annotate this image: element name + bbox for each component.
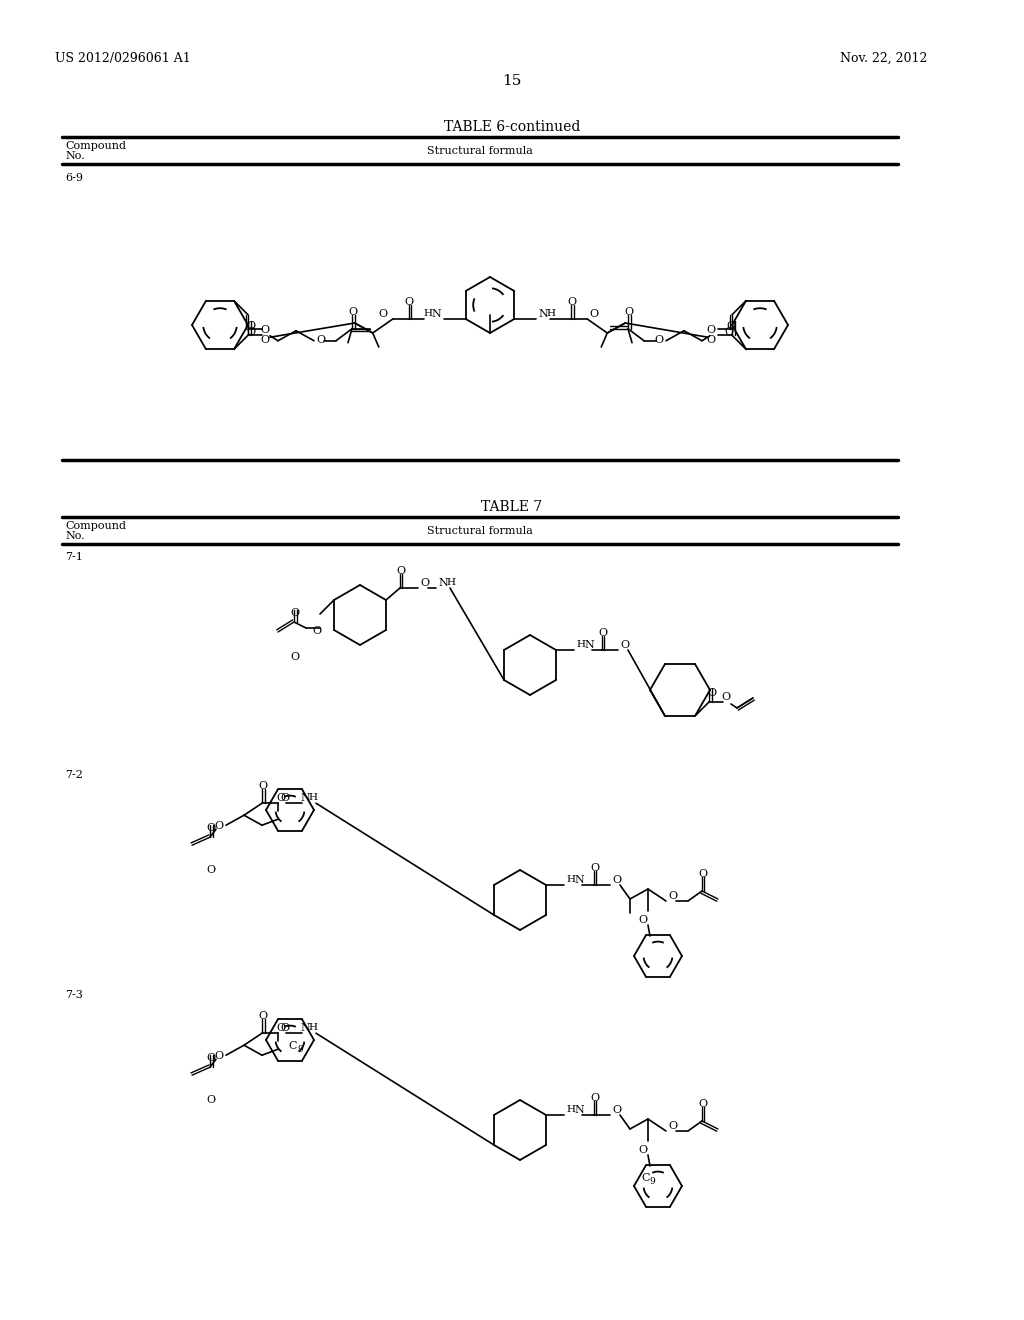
Text: Compound: Compound (65, 141, 126, 150)
Text: N: N (300, 1023, 309, 1034)
Text: O: O (246, 327, 255, 337)
Text: 6-9: 6-9 (65, 173, 83, 183)
Text: O: O (206, 1053, 215, 1063)
Text: 7-3: 7-3 (65, 990, 83, 1001)
Text: O: O (612, 1105, 622, 1115)
Text: Nov. 22, 2012: Nov. 22, 2012 (840, 51, 928, 65)
Text: O: O (206, 824, 215, 833)
Text: O: O (420, 578, 429, 587)
Text: O: O (379, 309, 388, 319)
Text: O: O (706, 325, 715, 335)
Text: O: O (638, 1144, 647, 1155)
Text: No.: No. (65, 531, 85, 541)
Text: 15: 15 (503, 74, 521, 88)
Text: O: O (589, 309, 598, 319)
Text: N: N (300, 793, 309, 803)
Text: H: H (575, 640, 585, 649)
Text: H: H (446, 578, 455, 587)
Text: O: O (280, 1023, 289, 1034)
Text: 9: 9 (297, 1045, 303, 1053)
Text: O: O (348, 306, 357, 317)
Text: O: O (620, 640, 629, 649)
Text: O: O (246, 321, 255, 331)
Text: O: O (404, 297, 414, 308)
Text: O: O (276, 793, 285, 803)
Text: No.: No. (65, 150, 85, 161)
Text: O: O (598, 628, 607, 638)
Text: O: O (290, 652, 299, 663)
Text: O: O (668, 891, 677, 902)
Text: O: O (721, 692, 730, 702)
Text: O: O (612, 875, 622, 884)
Text: N: N (574, 1105, 584, 1115)
Text: C: C (288, 1040, 297, 1051)
Text: O: O (567, 297, 577, 308)
Text: N: N (432, 309, 441, 319)
Text: Structural formula: Structural formula (427, 525, 532, 536)
Text: O: O (590, 1093, 599, 1104)
Text: O: O (654, 335, 664, 345)
Text: N: N (539, 309, 548, 319)
Text: H: H (546, 309, 555, 318)
Text: N: N (438, 578, 447, 587)
Text: 7-1: 7-1 (65, 552, 83, 562)
Text: O: O (206, 865, 215, 875)
Text: TABLE 7: TABLE 7 (481, 500, 543, 513)
Text: Compound: Compound (65, 521, 126, 531)
Text: O: O (214, 821, 223, 832)
Text: O: O (707, 688, 716, 698)
Text: O: O (726, 321, 735, 331)
Text: H: H (424, 309, 433, 318)
Text: N: N (574, 875, 584, 884)
Text: 7-2: 7-2 (65, 770, 83, 780)
Text: O: O (316, 335, 326, 345)
Text: O: O (280, 793, 289, 803)
Text: O: O (590, 863, 599, 873)
Text: O: O (668, 1121, 677, 1131)
Text: O: O (260, 325, 269, 335)
Text: US 2012/0296061 A1: US 2012/0296061 A1 (55, 51, 190, 65)
Text: N: N (584, 640, 594, 649)
Text: O: O (276, 1023, 285, 1034)
Text: H: H (566, 875, 575, 884)
Text: O: O (698, 869, 708, 879)
Text: H: H (566, 1105, 575, 1114)
Text: TABLE 6-continued: TABLE 6-continued (443, 120, 581, 135)
Text: O: O (260, 335, 269, 345)
Text: O: O (724, 327, 733, 337)
Text: C: C (641, 1173, 649, 1183)
Text: O: O (258, 781, 267, 791)
Text: O: O (624, 306, 633, 317)
Text: O: O (396, 566, 406, 576)
Text: O: O (258, 1011, 267, 1022)
Text: 9: 9 (649, 1177, 654, 1187)
Text: O: O (638, 915, 647, 925)
Text: O: O (206, 1096, 215, 1105)
Text: O: O (290, 609, 299, 618)
Text: O: O (312, 626, 322, 636)
Text: O: O (706, 335, 715, 345)
Text: O: O (214, 1051, 223, 1061)
Text: H: H (308, 1023, 317, 1032)
Text: Structural formula: Structural formula (427, 147, 532, 156)
Text: H: H (308, 793, 317, 803)
Text: O: O (698, 1100, 708, 1109)
